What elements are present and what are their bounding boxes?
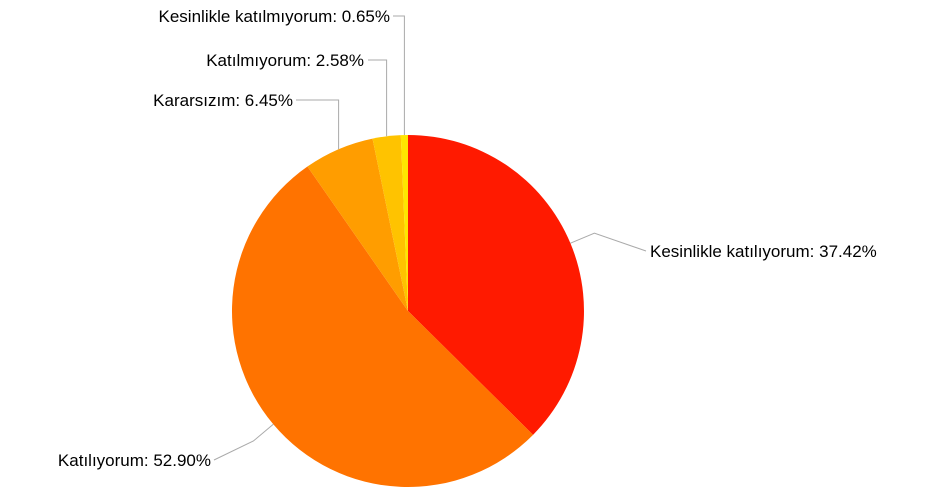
leader-line-kesinlikle-katilmiyorum — [393, 15, 405, 135]
pie-slice-kesinlikle-katilmiyorum — [400, 135, 408, 311]
leader-line-kararsizim — [296, 99, 340, 150]
slice-labels: Kesinlikle katılıyorum: 37.42% Katılıyor… — [58, 7, 877, 470]
slice-label-katilmiyorum: Katılmıyorum: 2.58% — [206, 51, 364, 70]
pie-slice-kararsizim — [307, 138, 408, 311]
slice-label-kesinlikle-katilmiyorum: Kesinlikle katılmıyorum: 0.65% — [159, 7, 390, 26]
leader-line-katiliyorum — [213, 423, 274, 461]
pie-slice-kesinlikle-katiliyorum — [408, 135, 584, 435]
leader-line-kesinlikle-katiliyorum — [570, 232, 647, 252]
slice-label-kesinlikle-katiliyorum: Kesinlikle katılıyorum: 37.42% — [650, 242, 877, 261]
slice-label-katiliyorum: Katılıyorum: 52.90% — [58, 451, 211, 470]
pie-slice-katiliyorum — [231, 166, 534, 488]
pie-slice-katilmiyorum — [372, 135, 408, 311]
slice-label-kararsizim: Kararsızım: 6.45% — [153, 91, 293, 110]
leader-lines — [213, 15, 647, 461]
pie-slices — [231, 135, 584, 488]
leader-line-katilmiyorum — [368, 59, 388, 137]
